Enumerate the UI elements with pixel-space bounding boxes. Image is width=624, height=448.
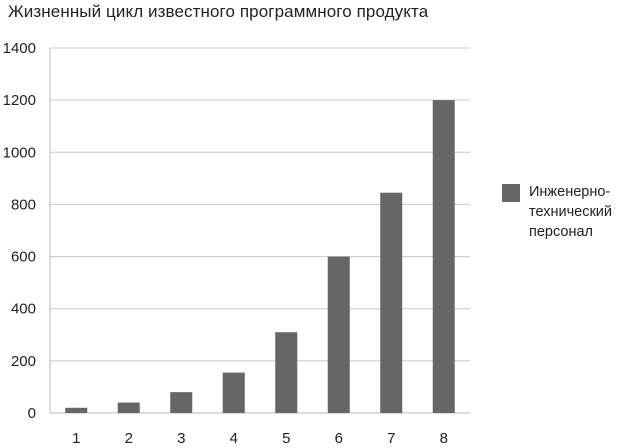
y-tick-label: 200 [11,353,36,370]
bar [432,100,455,414]
x-tick-label: 8 [440,430,448,447]
bar [222,372,245,413]
y-tick-label: 400 [11,301,36,318]
y-tick-label: 1200 [3,92,36,109]
x-tick-label: 7 [387,430,395,447]
legend-label-line-1: Инженерно- [529,184,611,200]
legend-label-line-3: персонал [529,224,593,240]
y-tick-label: 1000 [3,144,36,161]
axis-layer [49,48,470,414]
bar [117,402,140,413]
x-tick-label: 4 [230,430,238,447]
y-tick-label: 800 [11,196,36,213]
bar-layer [65,100,455,414]
bar [170,392,193,413]
chart-title: Жизненный цикл известного программного п… [8,2,429,21]
x-tick-label: 3 [177,430,185,447]
y-tick-label: 1400 [3,40,36,57]
grid-layer [50,47,470,362]
y-tick-label: 600 [11,249,36,266]
legend-label-line-2: технический [529,204,612,220]
y-tick-label: 0 [28,405,36,422]
bar [380,192,403,413]
x-tick-label: 1 [72,430,80,447]
bar [327,256,350,413]
x-tick-label: 5 [282,430,290,447]
bar [275,332,298,413]
legend-swatch [502,184,520,202]
x-tick-label: 2 [125,430,133,447]
x-tick-label: 6 [335,430,343,447]
legend-label: Инженерно- технический персонал [529,182,624,242]
x-tick-labels: 1 2 3 4 5 6 7 8 [72,430,448,447]
bar [65,407,88,413]
y-tick-labels: 0 200 400 600 800 1000 1200 1400 [3,40,36,422]
